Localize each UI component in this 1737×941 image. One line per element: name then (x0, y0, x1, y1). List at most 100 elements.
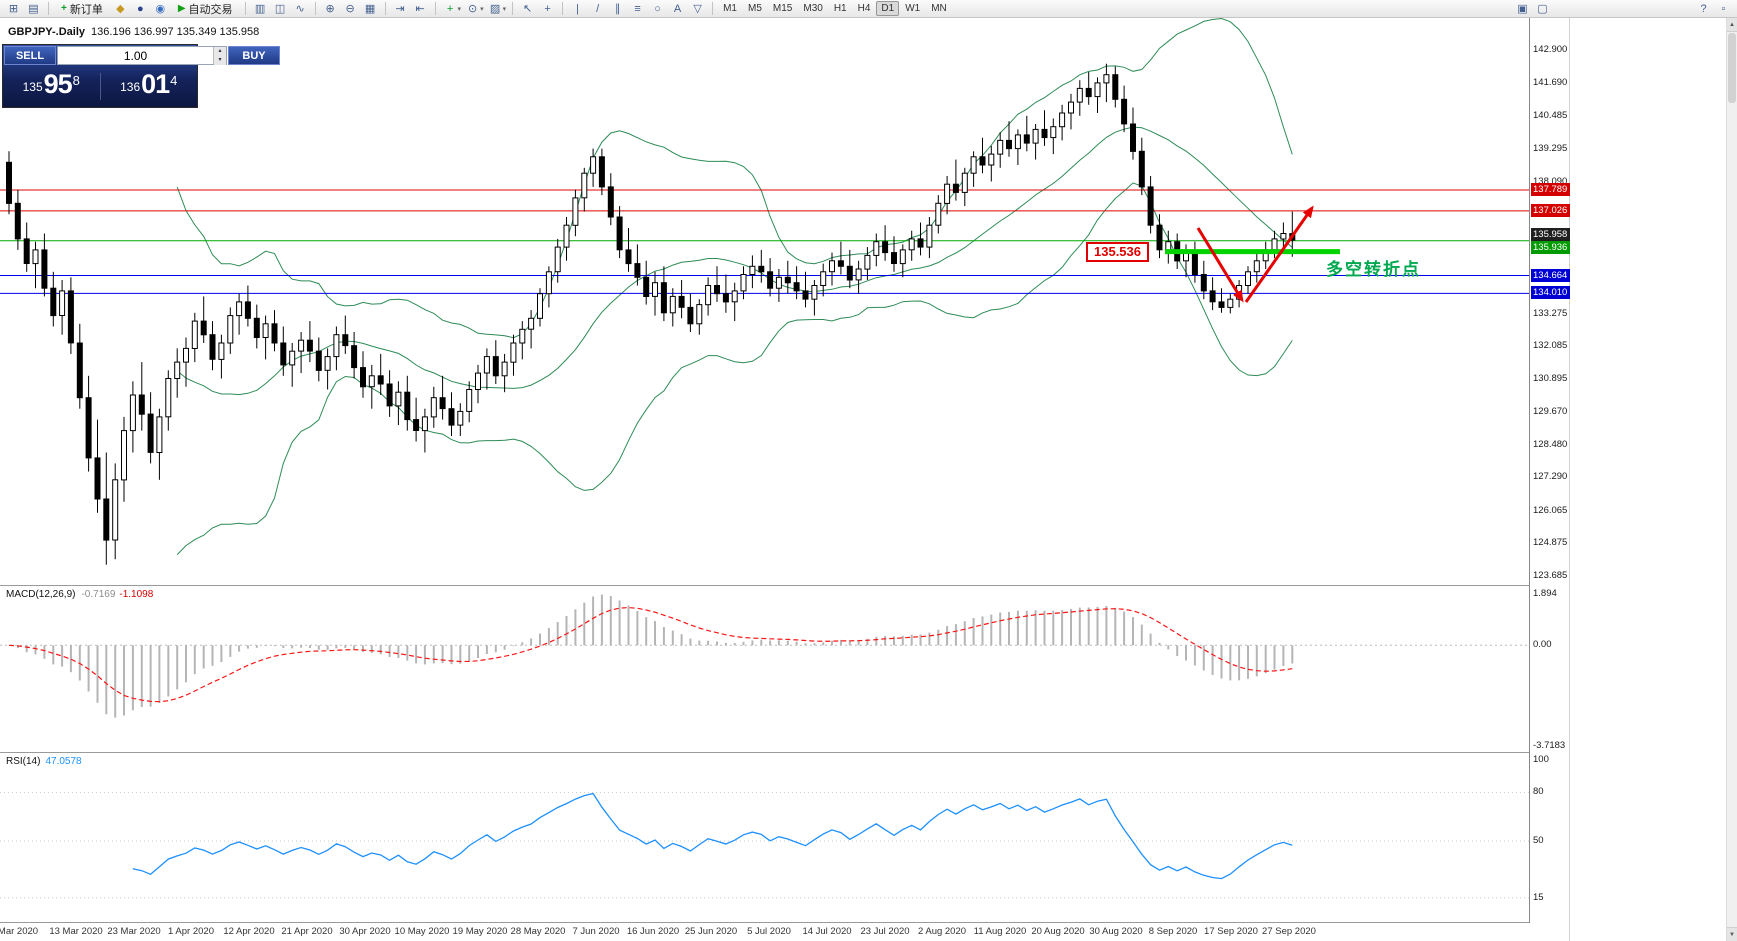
date-label: 30 Aug 2020 (1089, 926, 1143, 937)
buy-button[interactable]: BUY (228, 46, 280, 65)
price-tag: 135.936 (1531, 241, 1570, 254)
channel-icon[interactable]: ∥ (614, 3, 621, 15)
price-tag: 134.010 (1531, 286, 1570, 299)
buy-price-big: 01 (141, 68, 170, 99)
sell-price-pip: 8 (72, 72, 80, 88)
market-watch-icon[interactable]: ◆ (116, 3, 125, 15)
autotrading-button[interactable]: ▶ 自动交易 (171, 1, 240, 17)
timeframe-m1[interactable]: M1 (718, 1, 742, 16)
profiles-icon[interactable]: ▤ (28, 3, 39, 15)
rsi-panel-canvas[interactable] (0, 753, 1529, 922)
timeframe-m15[interactable]: M15 (768, 1, 797, 16)
support-price-label[interactable]: 135.536 (1086, 242, 1149, 262)
periods-icon-caret[interactable]: ▾ (480, 5, 484, 13)
fibonacci-icon[interactable]: ≡ (634, 2, 641, 15)
toolbar-separator (48, 2, 49, 15)
cursor-icon[interactable]: ↖ (522, 3, 533, 15)
line-chart-icon[interactable]: ∿ (295, 3, 305, 15)
zoom-out-icon[interactable]: ⊖ (345, 3, 355, 15)
rsi-axis-label: 50 (1533, 835, 1544, 846)
time-axis[interactable]: Mar 2020 13 Mar 2020 23 Mar 2020 1 Apr 2020… (0, 923, 1569, 941)
annotation-text[interactable]: 多空转折点 (1326, 260, 1421, 279)
date-label: 16 Jun 2020 (626, 926, 680, 937)
macd-panel-canvas[interactable] (0, 586, 1529, 752)
date-label: 12 Apr 2020 (223, 926, 275, 937)
timeframe-h4[interactable]: H4 (853, 1, 876, 16)
toolbar-separator (712, 2, 714, 15)
chart-shift-icon[interactable]: ⇤ (415, 3, 425, 15)
vertical-line-icon[interactable]: | (576, 2, 580, 15)
buy-price[interactable]: 136 01 4 (101, 68, 198, 102)
main-chart-canvas[interactable] (0, 18, 1529, 585)
chart-title: GBPJPY-.Daily 136.196 136.997 135.349 135… (8, 26, 259, 38)
date-label: 23 Jul 2020 (860, 926, 910, 937)
date-label: 21 Apr 2020 (281, 926, 333, 937)
volume-up-icon[interactable]: ▴ (214, 47, 226, 56)
date-label: 28 May 2020 (510, 926, 566, 937)
minimize-panel-icon[interactable]: ▫ (1721, 2, 1726, 15)
auto-scroll-icon[interactable]: ⇥ (395, 3, 405, 15)
chart-symbol-period: GBPJPY-.Daily (8, 26, 86, 38)
scroll-up-button[interactable]: ▲ (1727, 18, 1737, 32)
panel-separator[interactable] (0, 922, 1569, 923)
chart-ohlc-values: 136.196 136.997 135.349 135.958 (91, 26, 260, 38)
indicators-icon-caret[interactable]: ▾ (457, 5, 462, 13)
templates-icon[interactable]: ▨ (489, 3, 501, 15)
timeframe-m30[interactable]: M30 (798, 1, 827, 16)
volume-input[interactable] (58, 47, 213, 64)
terminal-icon[interactable]: ◉ (155, 3, 166, 15)
date-label: 27 Sep 2020 (1262, 926, 1316, 937)
date-label: 11 Aug 2020 (973, 926, 1027, 937)
templates-icon-caret[interactable]: ▾ (502, 5, 507, 13)
date-label: 20 Aug 2020 (1031, 926, 1085, 937)
rsi-axis-label: 80 (1533, 786, 1544, 797)
new-chart-icon[interactable]: ⊞ (8, 3, 19, 15)
timeframe-w1[interactable]: W1 (900, 1, 925, 16)
timeframe-mn[interactable]: MN (926, 1, 952, 16)
crosshair-icon[interactable]: + (544, 2, 551, 15)
timeframe-m5[interactable]: M5 (743, 1, 767, 16)
sell-button[interactable]: SELL (4, 46, 56, 65)
periods-icon[interactable]: ⊙ (467, 3, 478, 15)
window-list-icon[interactable]: ▢ (1537, 3, 1548, 15)
price-axis-label: 138.090 (1533, 176, 1568, 187)
help-icon[interactable]: ? (1700, 2, 1707, 15)
price-divider (99, 72, 101, 101)
indicators-icon[interactable]: + (446, 2, 454, 15)
price-axis[interactable]: 142.900 141.690 140.485 139.295 138.090 133.2… (1529, 18, 1570, 941)
date-label: 13 Mar 2020 (49, 926, 103, 937)
toolbar-separator (314, 2, 316, 15)
new-order-button[interactable]: + 新订单 (54, 1, 110, 17)
arrows-icon[interactable]: ▽ (693, 3, 702, 15)
sell-price[interactable]: 135 95 8 (3, 68, 100, 102)
toolbar-separator (562, 2, 564, 15)
vertical-scrollbar[interactable]: ▲ ▼ (1726, 18, 1737, 941)
price-axis-label: 142.900 (1533, 44, 1568, 55)
candlestick-chart-icon[interactable]: ◫ (274, 3, 286, 15)
scroll-down-button[interactable]: ▼ (1727, 927, 1737, 941)
panel-separator[interactable] (0, 752, 1569, 753)
scrollbar-thumb[interactable] (1728, 33, 1736, 103)
data-window-icon[interactable]: ● (137, 2, 144, 15)
volume-down-icon[interactable]: ▾ (214, 56, 226, 65)
trendline-icon[interactable]: / (596, 2, 600, 15)
timeframe-h1[interactable]: H1 (829, 1, 852, 16)
toolbar-separator (434, 2, 436, 15)
zoom-in-icon[interactable]: ⊕ (325, 3, 335, 15)
sell-price-big: 95 (43, 68, 73, 99)
bar-chart-icon[interactable]: ▥ (254, 3, 266, 15)
new-order-button-label: 新订单 (69, 3, 103, 16)
tile-windows-icon[interactable]: ▦ (364, 3, 376, 15)
text-icon[interactable]: A (673, 2, 682, 15)
timeframe-d1[interactable]: D1 (876, 1, 900, 16)
shapes-icon[interactable]: ○ (654, 2, 661, 15)
panel-separator[interactable] (0, 585, 1569, 586)
volume-spinner: ▴ ▾ (213, 47, 226, 65)
rsi-value: 47.0578 (45, 756, 82, 767)
toolbar-separator (512, 2, 514, 15)
macd-axis-label: -3.7183 (1533, 740, 1566, 751)
fullscreen-icon[interactable]: ▣ (1517, 3, 1528, 15)
rsi-axis-label: 15 (1533, 892, 1544, 903)
date-label: 25 Jun 2020 (684, 926, 738, 937)
price-axis-label: 132.085 (1533, 340, 1568, 351)
